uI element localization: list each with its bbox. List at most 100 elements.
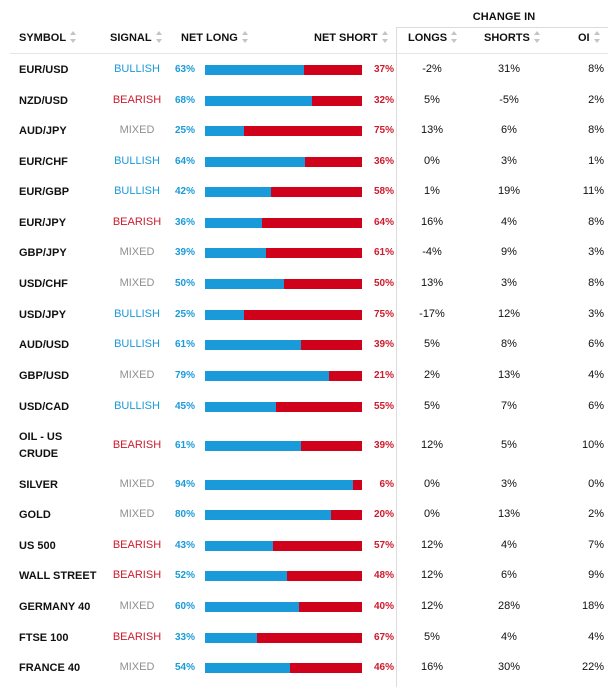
sentiment-bar	[205, 218, 362, 228]
net-short-value: 32%	[373, 95, 394, 106]
net-short-value: 75%	[373, 309, 394, 320]
symbol-column-header[interactable]: SYMBOL	[19, 31, 77, 44]
signal-cell: BEARISH	[112, 94, 162, 106]
oi-change-cell: 2%	[588, 508, 604, 520]
symbol-cell[interactable]: USD/CHF	[19, 278, 68, 290]
group-header-divider	[396, 27, 608, 28]
sentiment-bar	[205, 441, 362, 451]
net-long-value: 79%	[175, 370, 196, 381]
sort-icon[interactable]	[241, 31, 249, 44]
symbol-cell[interactable]: USD/CAD	[19, 401, 70, 413]
net-short-value: 39%	[373, 339, 394, 350]
oi-change-cell: 4%	[588, 631, 604, 643]
longs-column-header[interactable]: LONGS	[408, 31, 458, 44]
longs-change-cell: 5%	[424, 338, 440, 350]
sentiment-bar	[205, 279, 362, 289]
symbol-cell[interactable]: EUR/GBP	[19, 186, 70, 198]
net-long-fill	[205, 187, 271, 197]
symbol-cell[interactable]: OIL - US CRUDE	[19, 431, 63, 460]
symbol-header-label: SYMBOL	[19, 32, 67, 44]
oi-change-cell: 0%	[588, 478, 604, 490]
net-short-value: 75%	[373, 125, 394, 136]
shorts-column-header[interactable]: SHORTS	[484, 31, 541, 44]
symbol-cell[interactable]: FTSE 100	[19, 632, 69, 644]
longs-change-cell: 12%	[420, 539, 444, 551]
sort-icon[interactable]	[70, 31, 77, 44]
symbol-cell[interactable]: GBP/USD	[19, 370, 70, 382]
shorts-change-cell: 9%	[501, 246, 517, 258]
shorts-change-cell: 31%	[497, 63, 521, 75]
symbol-cell[interactable]: FRANCE 40	[19, 662, 81, 674]
symbol-cell[interactable]: GOLD	[19, 509, 51, 521]
net-long-fill	[205, 218, 262, 228]
net-short-value: 67%	[373, 632, 394, 643]
net-long-column-header[interactable]: NET LONG	[181, 31, 249, 44]
sentiment-bar	[205, 602, 362, 612]
symbol-cell[interactable]: US 500	[19, 540, 56, 552]
symbol-cell[interactable]: GBP/JPY	[19, 247, 67, 259]
symbol-cell[interactable]: WALL STREET	[19, 570, 97, 582]
symbol-cell[interactable]: EUR/USD	[19, 64, 69, 76]
symbol-cell[interactable]: EUR/JPY	[19, 217, 67, 229]
longs-change-cell: 5%	[424, 400, 440, 412]
net-short-column-header[interactable]: NET SHORT	[314, 31, 389, 44]
signal-cell: BEARISH	[112, 216, 162, 228]
sort-icon[interactable]	[381, 31, 389, 44]
longs-change-cell: 13%	[420, 277, 444, 289]
net-short-value: 40%	[373, 601, 394, 612]
sentiment-bar	[205, 187, 362, 197]
sentiment-bar	[205, 96, 362, 106]
sentiment-bar	[205, 65, 362, 75]
net-long-value: 39%	[175, 247, 196, 258]
symbol-cell[interactable]: AUD/JPY	[19, 125, 67, 137]
symbol-cell[interactable]: GERMANY 40	[19, 601, 91, 613]
shorts-change-cell: 4%	[501, 216, 517, 228]
change-section-divider	[396, 27, 397, 687]
net-long-fill	[205, 480, 353, 490]
oi-change-cell: 18%	[581, 600, 604, 612]
signal-cell: MIXED	[119, 277, 155, 289]
oi-column-header[interactable]: OI	[578, 31, 601, 44]
longs-change-cell: 12%	[420, 569, 444, 581]
oi-change-cell: 11%	[582, 185, 604, 197]
sort-icon[interactable]	[593, 31, 601, 44]
signal-cell: MIXED	[119, 600, 155, 612]
net-long-value: 54%	[175, 662, 196, 673]
shorts-change-cell: 4%	[501, 539, 517, 551]
net-short-value: 46%	[373, 662, 394, 673]
signal-header-label: SIGNAL	[110, 32, 152, 44]
net-long-fill	[205, 310, 245, 320]
oi-change-cell: 2%	[588, 94, 604, 106]
sentiment-bar	[205, 248, 362, 258]
signal-cell: MIXED	[119, 478, 155, 490]
sort-icon[interactable]	[451, 31, 458, 44]
longs-change-cell: 12%	[420, 600, 444, 612]
column-header-row: SYMBOL SIGNAL NET LONG NET SHORT LONGS S…	[0, 28, 612, 50]
net-short-value: 20%	[373, 509, 394, 520]
net-short-value: 37%	[373, 64, 394, 75]
net-long-fill	[205, 441, 301, 451]
net-short-header-label: NET SHORT	[314, 32, 378, 44]
oi-change-cell: 9%	[588, 569, 604, 581]
net-long-header-label: NET LONG	[181, 32, 238, 44]
sentiment-bar	[205, 371, 362, 381]
shorts-change-cell: 5%	[501, 439, 517, 451]
net-long-value: 61%	[175, 339, 196, 350]
shorts-change-cell: -5%	[499, 94, 519, 106]
net-long-fill	[205, 126, 245, 136]
signal-column-header[interactable]: SIGNAL	[110, 31, 163, 44]
oi-change-cell: 10%	[581, 439, 604, 451]
longs-change-cell: 1%	[424, 185, 440, 197]
symbol-cell[interactable]: USD/JPY	[19, 309, 67, 321]
longs-change-cell: 13%	[420, 124, 444, 136]
longs-change-cell: 12%	[420, 439, 444, 451]
symbol-cell[interactable]: AUD/USD	[19, 339, 70, 351]
symbol-cell[interactable]: SILVER	[19, 479, 58, 491]
shorts-change-cell: 6%	[501, 124, 517, 136]
sort-icon[interactable]	[155, 31, 163, 44]
symbol-cell[interactable]: NZD/USD	[19, 95, 68, 107]
symbol-cell[interactable]: EUR/CHF	[19, 156, 68, 168]
net-long-fill	[205, 65, 304, 75]
shorts-change-cell: 3%	[501, 277, 517, 289]
sort-icon[interactable]	[533, 31, 541, 44]
